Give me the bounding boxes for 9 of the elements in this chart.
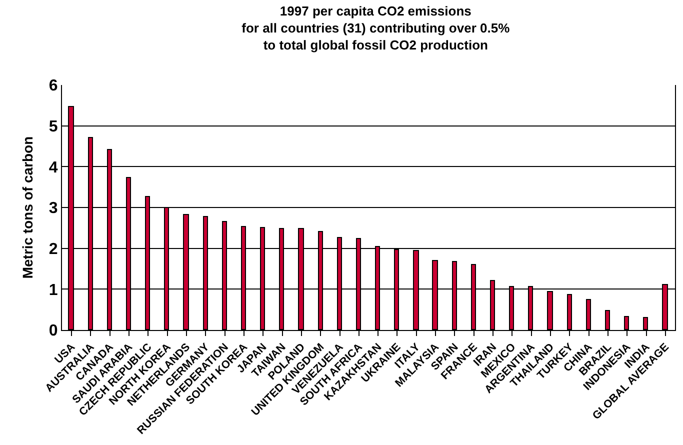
y-tick-label: 5 [48,118,58,136]
y-axis-title: Metric tons of carbon [19,136,36,279]
y-tick-label: 4 [48,159,58,176]
y-tick-label: 0 [48,322,58,340]
y-tick-label: 3 [48,200,58,218]
y-tick-label: 6 [48,78,58,95]
y-tick-label: 2 [48,240,58,258]
y-tick-label: 1 [48,282,58,299]
chart-title: 1997 per capita CO2 emissions for all countries (31) contributing over 0.5% to total global fossil CO2 production [242,4,510,52]
